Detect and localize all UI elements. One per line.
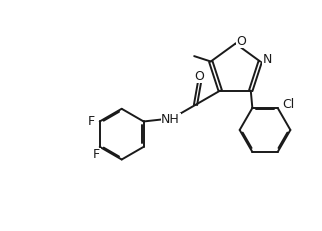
Text: Cl: Cl xyxy=(283,98,295,111)
Text: O: O xyxy=(236,34,246,48)
Text: O: O xyxy=(194,70,204,82)
Text: N: N xyxy=(262,53,272,67)
Text: F: F xyxy=(87,115,94,128)
Text: NH: NH xyxy=(161,113,180,126)
Text: F: F xyxy=(93,148,100,161)
